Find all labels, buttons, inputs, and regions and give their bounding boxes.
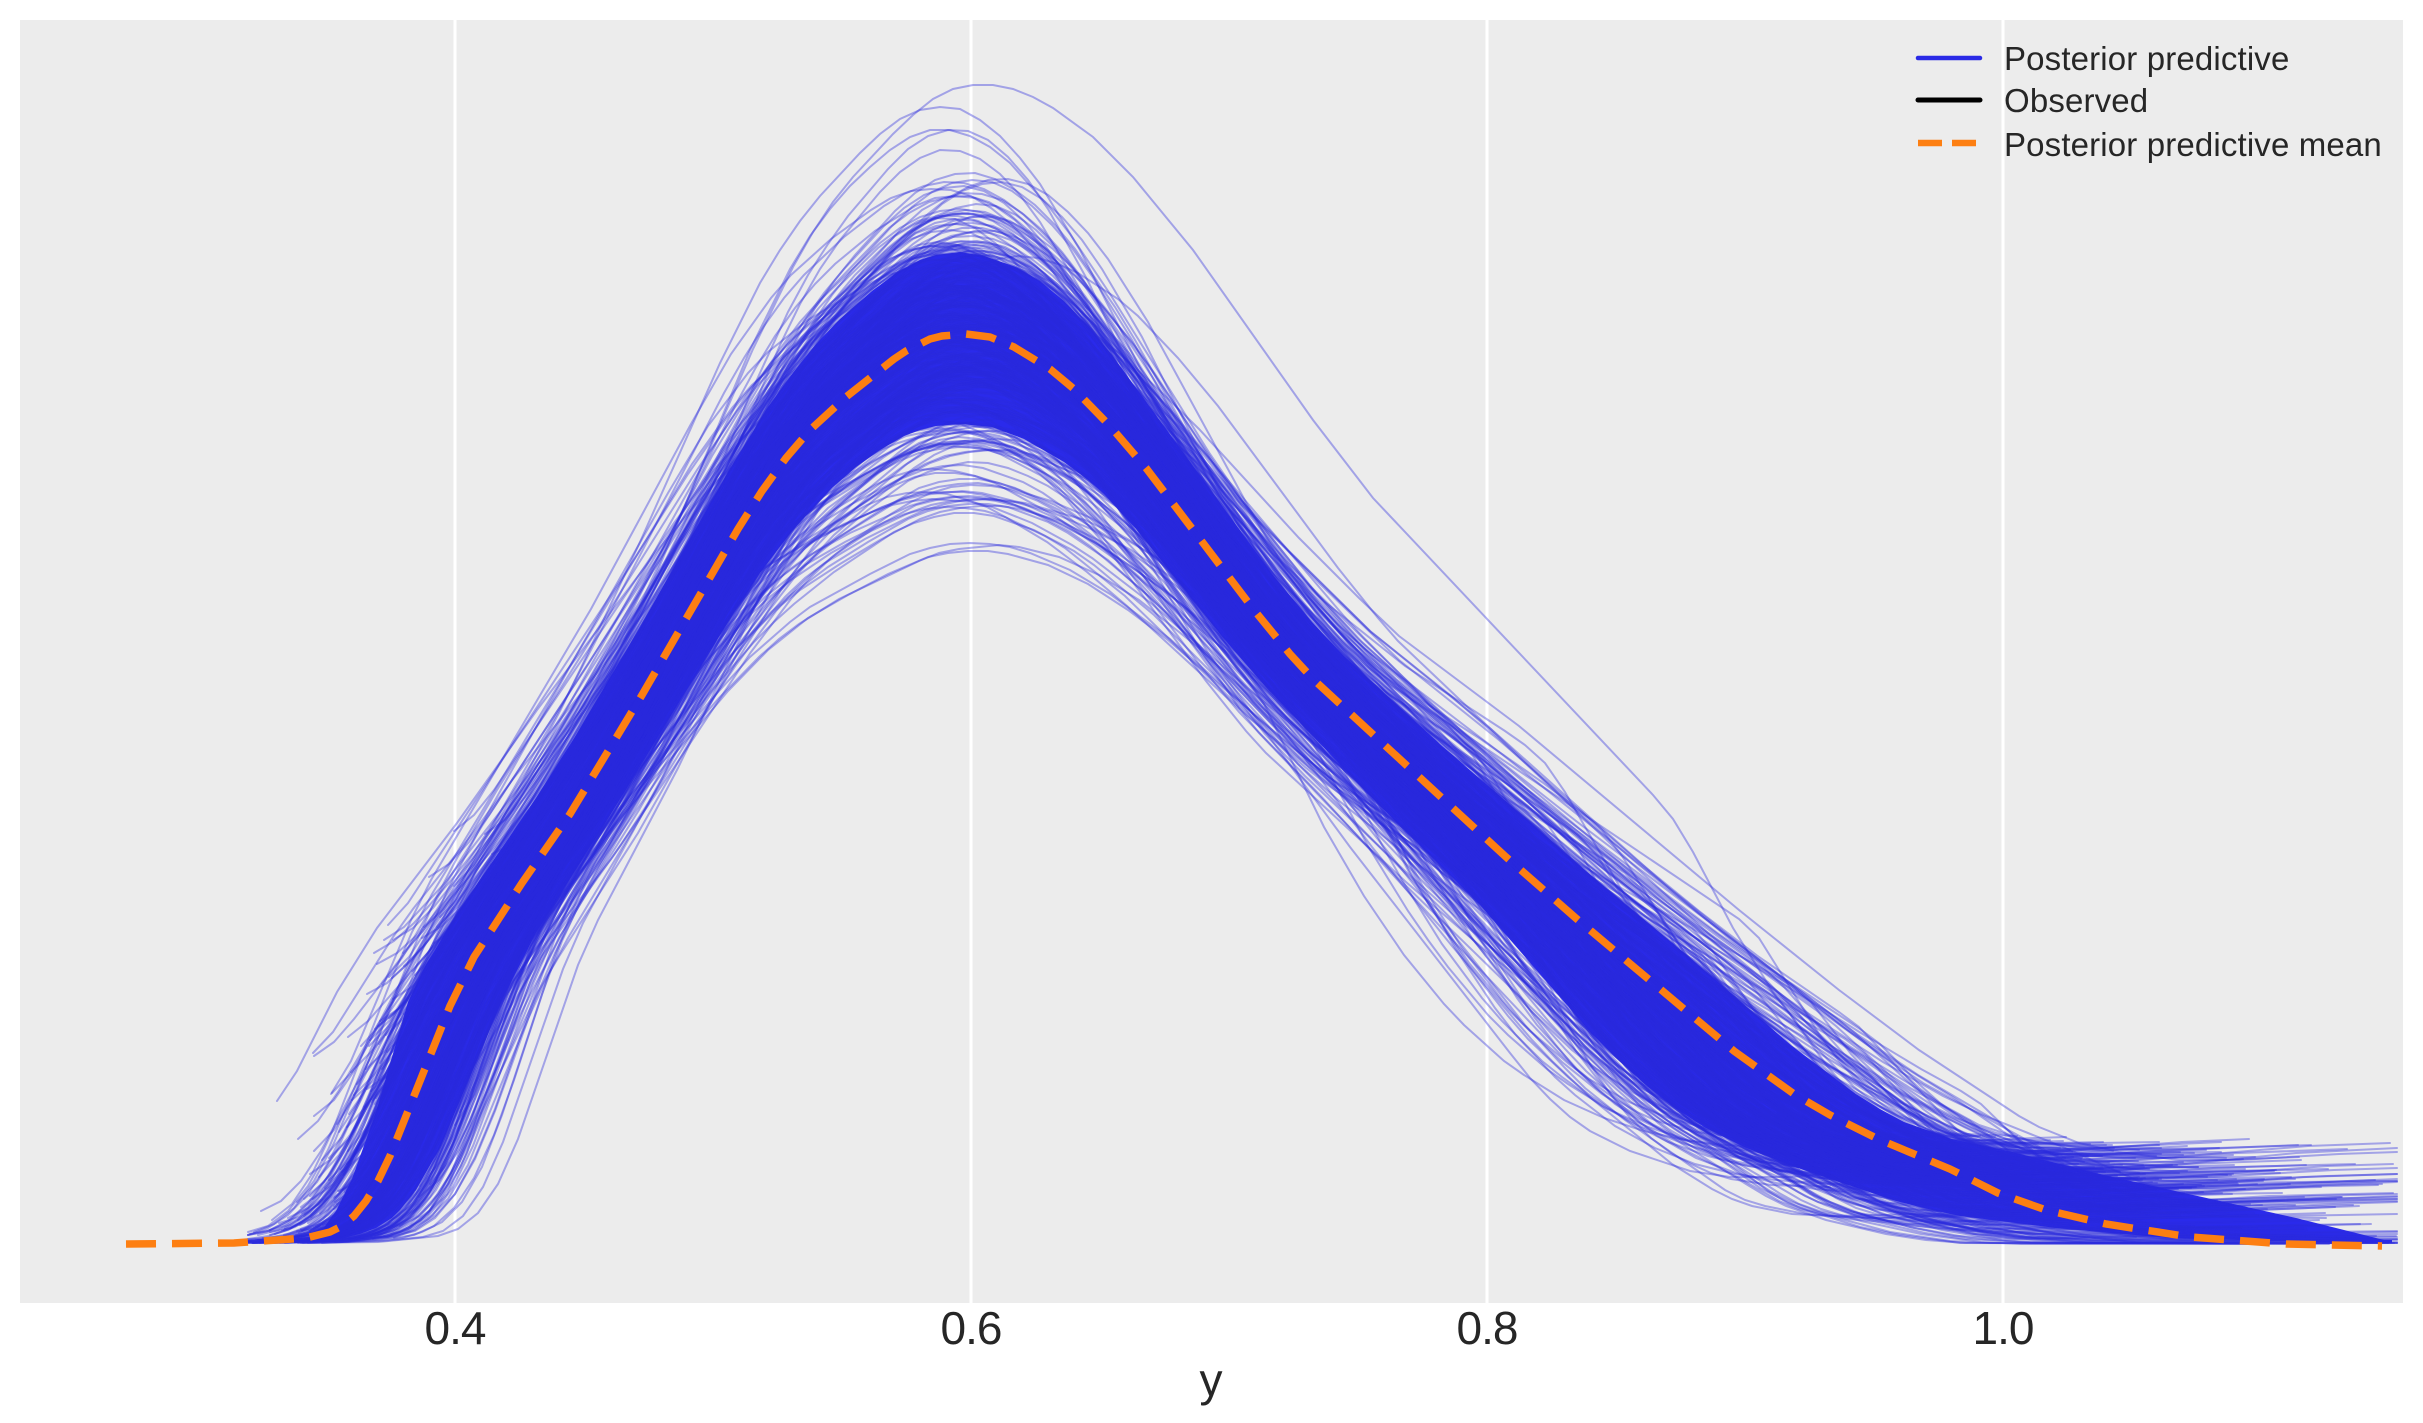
svg-text:Posterior predictive: Posterior predictive [2004, 40, 2289, 77]
svg-text:y: y [1200, 1354, 1223, 1406]
svg-text:0.8: 0.8 [1457, 1302, 1518, 1354]
svg-text:Posterior predictive mean: Posterior predictive mean [2004, 126, 2382, 163]
svg-text:0.6: 0.6 [941, 1302, 1002, 1354]
svg-text:Observed: Observed [2004, 82, 2148, 119]
svg-text:1.0: 1.0 [1973, 1302, 2034, 1354]
svg-text:0.4: 0.4 [425, 1302, 486, 1354]
